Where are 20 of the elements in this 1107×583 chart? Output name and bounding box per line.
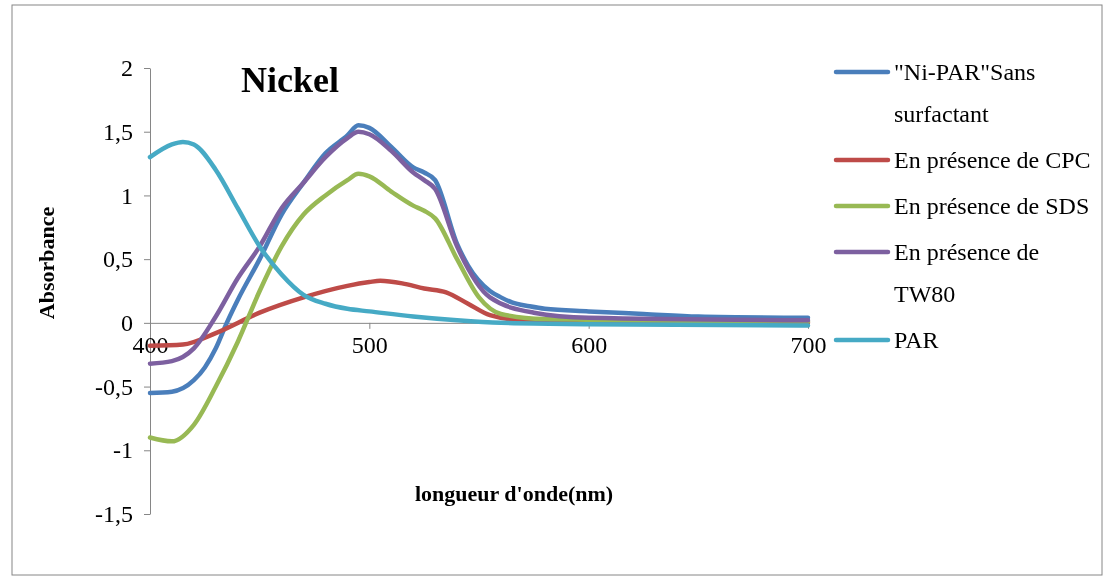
y-tick-label: 0: [121, 310, 133, 337]
x-tick-label: 700: [790, 332, 827, 359]
y-tick-label: 1,5: [103, 118, 133, 145]
legend-label: En présence de CPC: [894, 147, 1091, 173]
y-tick-label: 1: [121, 182, 133, 209]
x-axis-title: longueur d'onde(nm): [414, 481, 614, 506]
legend-label: "Ni-PAR"Sans surfactant: [894, 59, 1036, 127]
y-tick-label: -1,5: [95, 501, 133, 528]
line-series: [147, 139, 811, 328]
x-tick-label: 600: [571, 332, 608, 359]
legend-label: En présence de SDS: [894, 193, 1090, 219]
y-tick-label: 2: [121, 55, 133, 82]
legend-label: PAR: [894, 327, 939, 353]
y-tick-label: 0,5: [103, 246, 133, 273]
y-axis-title: Absorbance: [34, 206, 59, 320]
legend-label: En présence de TW80: [894, 239, 1040, 307]
chart-title: Nickel: [241, 60, 339, 100]
y-tick-label: -1: [113, 437, 133, 464]
x-tick-label: 500: [351, 332, 388, 359]
y-tick-label: -0,5: [95, 373, 133, 400]
